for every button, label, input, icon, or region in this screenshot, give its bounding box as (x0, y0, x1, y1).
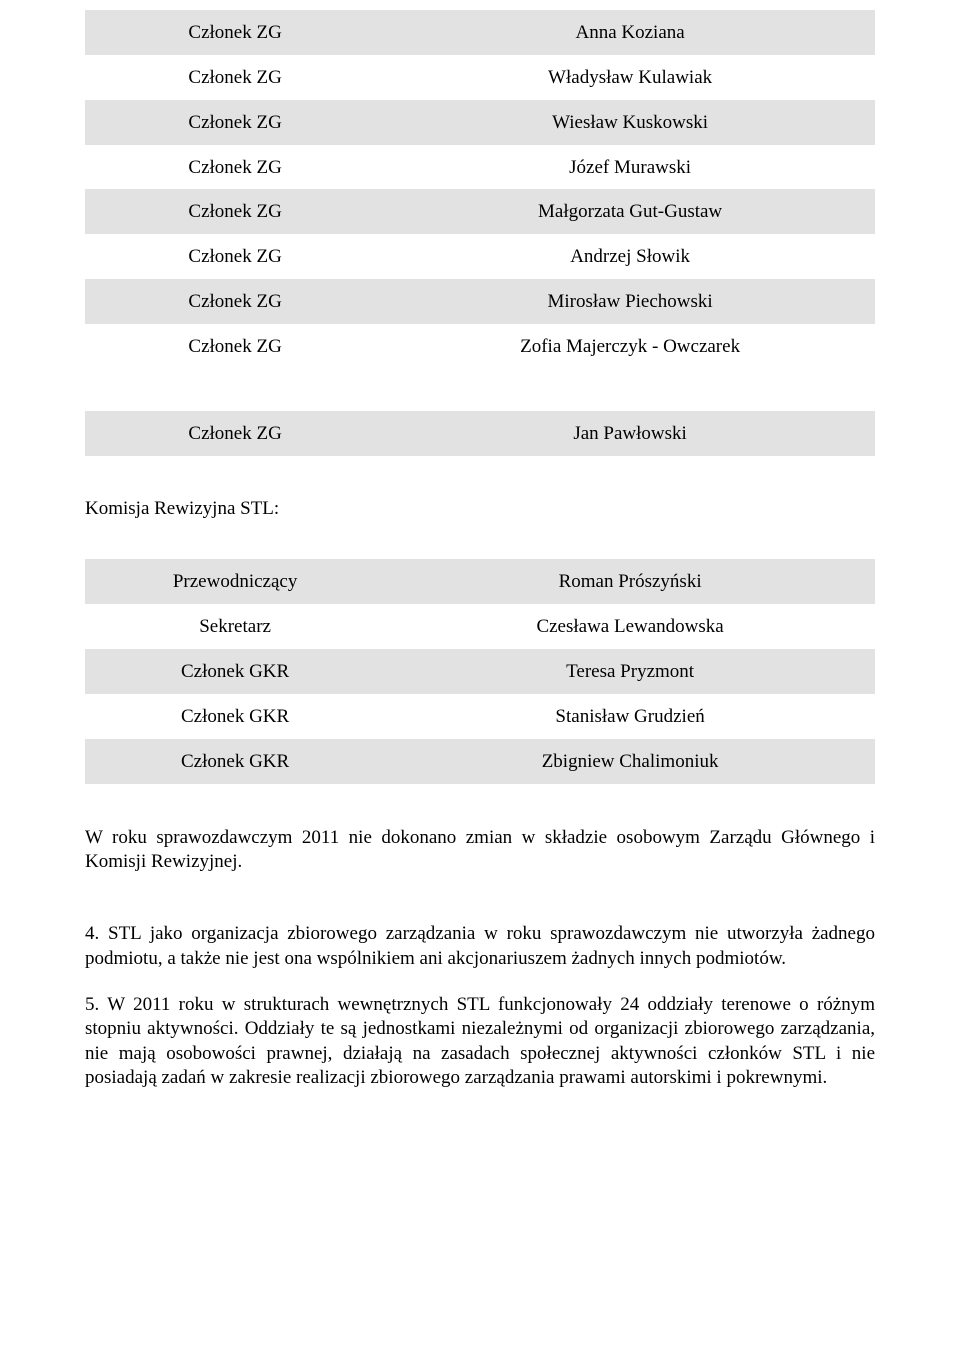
paragraph-2: 4. STL jako organizacja zbiorowego zarzą… (85, 922, 875, 971)
name-cell: Józef Murawski (385, 145, 875, 190)
members-table-2: Członek ZG Jan Pawłowski (85, 411, 875, 456)
name-cell: Andrzej Słowik (385, 234, 875, 279)
role-cell: Członek GKR (85, 649, 385, 694)
table-row: Przewodniczący Roman Prószyński (85, 559, 875, 604)
role-cell: Członek GKR (85, 694, 385, 739)
paragraph-3: 5. W 2011 roku w strukturach wewnętrznyc… (85, 993, 875, 1090)
name-cell: Zofia Majerczyk - Owczarek (385, 324, 875, 369)
table-row: Członek ZG Jan Pawłowski (85, 411, 875, 456)
name-cell: Małgorzata Gut-Gustaw (385, 189, 875, 234)
name-cell: Stanisław Grudzień (385, 694, 875, 739)
role-cell: Członek ZG (85, 279, 385, 324)
role-cell: Członek ZG (85, 145, 385, 190)
name-cell: Mirosław Piechowski (385, 279, 875, 324)
name-cell: Jan Pawłowski (385, 411, 875, 456)
paragraph-1: W roku sprawozdawczym 2011 nie dokonano … (85, 826, 875, 875)
name-cell: Czesława Lewandowska (385, 604, 875, 649)
table-row: Członek ZG Wiesław Kuskowski (85, 100, 875, 145)
table-row: Członek ZG Małgorzata Gut-Gustaw (85, 189, 875, 234)
role-cell: Członek ZG (85, 55, 385, 100)
role-cell: Członek ZG (85, 10, 385, 55)
role-cell: Członek ZG (85, 100, 385, 145)
table-row: Członek GKR Teresa Pryzmont (85, 649, 875, 694)
table-row: Członek ZG Józef Murawski (85, 145, 875, 190)
name-cell: Zbigniew Chalimoniuk (385, 739, 875, 784)
members-table-1: Członek ZG Anna Koziana Członek ZG Włady… (85, 10, 875, 369)
role-cell: Członek ZG (85, 234, 385, 279)
table-row: Członek GKR Zbigniew Chalimoniuk (85, 739, 875, 784)
table-row: Członek ZG Andrzej Słowik (85, 234, 875, 279)
name-cell: Władysław Kulawiak (385, 55, 875, 100)
table-row: Sekretarz Czesława Lewandowska (85, 604, 875, 649)
table-row: Członek ZG Władysław Kulawiak (85, 55, 875, 100)
table-row: Członek ZG Anna Koziana (85, 10, 875, 55)
members-table-3: Przewodniczący Roman Prószyński Sekretar… (85, 559, 875, 783)
name-cell: Anna Koziana (385, 10, 875, 55)
heading-komisja: Komisja Rewizyjna STL: (85, 498, 875, 520)
table-row: Członek ZG Mirosław Piechowski (85, 279, 875, 324)
table-row: Członek ZG Zofia Majerczyk - Owczarek (85, 324, 875, 369)
role-cell: Sekretarz (85, 604, 385, 649)
name-cell: Roman Prószyński (385, 559, 875, 604)
name-cell: Teresa Pryzmont (385, 649, 875, 694)
table-row: Członek GKR Stanisław Grudzień (85, 694, 875, 739)
role-cell: Przewodniczący (85, 559, 385, 604)
role-cell: Członek ZG (85, 189, 385, 234)
name-cell: Wiesław Kuskowski (385, 100, 875, 145)
role-cell: Członek GKR (85, 739, 385, 784)
role-cell: Członek ZG (85, 411, 385, 456)
role-cell: Członek ZG (85, 324, 385, 369)
